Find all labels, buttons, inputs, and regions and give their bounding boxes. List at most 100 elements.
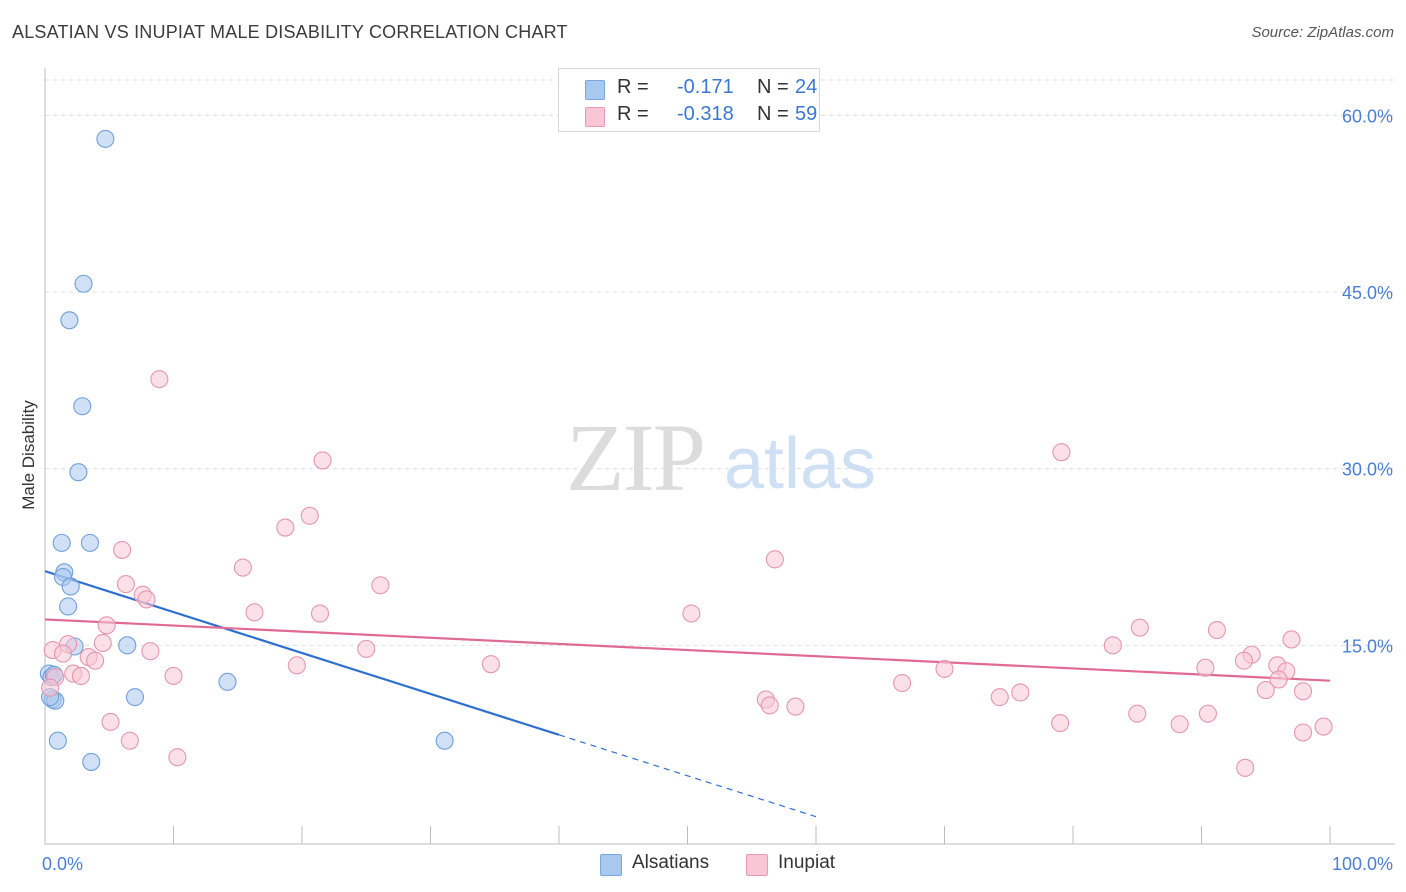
inupiat-point [276, 518, 295, 537]
legend-n-label: N = [757, 103, 789, 125]
data-points [39, 129, 1333, 777]
alsatians-point [48, 731, 67, 750]
axes [44, 68, 1395, 845]
alsatians-point [218, 672, 237, 691]
y-tick-label: 30.0% [1342, 460, 1393, 480]
inupiat-point [101, 712, 120, 731]
inupiat-point [310, 604, 330, 623]
alsatians-point [435, 731, 454, 750]
inupiat-point [990, 688, 1009, 707]
inupiat-point [1282, 630, 1301, 649]
alsatians-point [61, 577, 80, 596]
inupiat-point [765, 550, 784, 569]
inupiat-point [893, 673, 912, 693]
inupiat-point [1207, 620, 1226, 640]
alsatians-point [82, 752, 101, 771]
alsatians-point [59, 597, 78, 616]
alsatians-point [118, 636, 137, 655]
alsatians-point [74, 274, 93, 293]
y-tick-label: 15.0% [1342, 636, 1393, 656]
inupiat-point [1052, 443, 1071, 462]
alsatians-trend-line [44, 570, 560, 736]
inupiat-point [71, 666, 91, 686]
inupiat-point [760, 696, 779, 715]
alsatians-point [96, 129, 115, 148]
inupiat-point [1170, 715, 1189, 734]
watermark: ZIP atlas [566, 404, 876, 511]
source-label: Source: ZipAtlas.com [1251, 24, 1394, 41]
inupiat-point [120, 731, 139, 750]
alsatians-point [60, 311, 79, 330]
trend-lines [44, 570, 1331, 818]
legend-r-value: -0.318 [677, 103, 734, 125]
inupiat-point [1103, 636, 1122, 655]
inupiat-point [116, 575, 136, 594]
legend-swatch-alsatians [585, 80, 605, 100]
alsatians-point [125, 688, 144, 707]
inupiat-trend-line [44, 618, 1331, 682]
legend-r-value: -0.171 [677, 76, 734, 98]
alsatians-point [52, 533, 71, 552]
inupiat-point [150, 370, 169, 389]
inupiat-point [371, 576, 390, 595]
inupiat-point [1256, 681, 1275, 700]
legend-n-value: 59 [795, 103, 818, 125]
inupiat-point [41, 678, 60, 697]
inupiat-point [481, 655, 500, 674]
inupiat-point [97, 616, 116, 635]
inupiat-point [300, 506, 319, 525]
inupiat-point [682, 604, 701, 623]
alsatians-point [69, 463, 88, 482]
inupiat-point [1269, 670, 1288, 689]
inupiat-point [233, 558, 252, 577]
legend-r-label: R = [617, 103, 649, 125]
inupiat-point [1128, 704, 1147, 723]
legend-n-value: 24 [795, 76, 818, 98]
watermark-atlas: atlas [724, 424, 876, 504]
inupiat-point [1011, 683, 1030, 702]
correlation-legend: R = -0.171 N = 24 R = -0.318 N = 59 [558, 68, 820, 132]
x-tick-label: 100.0% [1332, 854, 1393, 874]
alsatians-point [73, 397, 92, 416]
y-axis-label: Male Disability [19, 400, 38, 510]
inupiat-point [1314, 717, 1333, 736]
inupiat-point [357, 639, 376, 658]
inupiat-point [113, 540, 132, 559]
inupiat-point [1196, 658, 1215, 677]
inupiat-point [93, 633, 112, 653]
inupiat-point [1293, 723, 1313, 742]
alsatians-trend-extension [558, 734, 817, 818]
alsatians-point [80, 533, 100, 552]
inupiat-point [287, 656, 306, 675]
x-tick-label: 0.0% [42, 854, 83, 874]
bottom-legend-label: Inupiat [778, 852, 836, 873]
inupiat-point [1198, 704, 1217, 723]
legend-r-label: R = [617, 76, 649, 98]
chart-title: ALSATIAN VS INUPIAT MALE DISABILITY CORR… [12, 22, 568, 42]
inupiat-point [164, 666, 183, 686]
bottom-swatch-alsatians [600, 854, 622, 876]
y-tick-label: 45.0% [1342, 283, 1393, 303]
bottom-swatch-inupiat [746, 854, 768, 876]
inupiat-point [313, 451, 332, 470]
inupiat-point [1051, 714, 1070, 733]
inupiat-point [141, 642, 160, 661]
inupiat-point [86, 651, 105, 670]
inupiat-point [245, 603, 264, 622]
tick-labels: 15.0% 30.0% 45.0% 60.0% 0.0% 100.0% [42, 106, 1393, 874]
inupiat-point [1130, 618, 1149, 637]
watermark-zip: ZIP [566, 404, 704, 511]
inupiat-point [935, 659, 954, 678]
legend-n-label: N = [757, 76, 789, 98]
y-tick-label: 60.0% [1342, 106, 1393, 126]
inupiat-point [1236, 758, 1255, 777]
bottom-legend-label: Alsatians [632, 852, 710, 873]
inupiat-point [786, 697, 805, 716]
inupiat-point [168, 748, 187, 767]
legend-swatch-inupiat [585, 107, 605, 127]
inupiat-point [53, 644, 73, 663]
inupiat-point [1293, 682, 1313, 701]
inupiat-point [137, 590, 156, 609]
inupiat-point [1234, 651, 1253, 670]
